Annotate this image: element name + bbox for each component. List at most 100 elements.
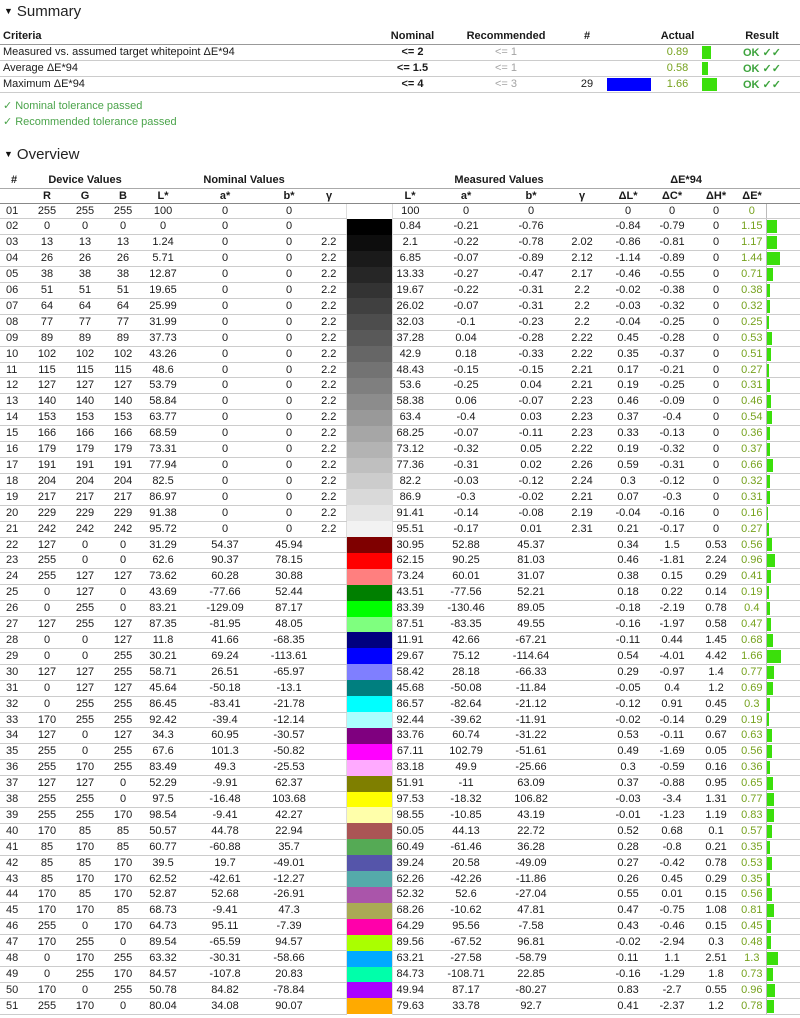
cell-measured-b: 43.19 [504,807,559,824]
cell-delta-e: 0.54 [738,409,767,427]
cell-b: 0 [104,775,143,793]
color-swatch [345,393,393,410]
cell-r: 0 [28,648,66,665]
cell-nominal-l: 58.71 [142,664,185,681]
collapse-triangle-icon: ▼ [4,149,13,159]
cell-measured-l: 83.39 [392,600,429,618]
cell-nominal-l: 31.99 [142,314,185,331]
column-header: γ [558,188,607,204]
cell-index: 15 [0,425,28,443]
cell-g: 255 [66,600,104,618]
cell-measured-gamma [558,680,607,697]
cell-r: 77 [28,314,66,331]
cell-nominal-gamma [312,902,347,920]
cell-delta-c: -2.19 [650,600,695,618]
delta-e-bar-cell [765,584,800,602]
delta-e-bar [767,347,771,361]
summary-section-toggle[interactable]: ▼ Summary [0,3,81,20]
color-swatch [345,759,393,776]
delta-e-bar-cell [765,521,800,538]
color-swatch [345,409,393,426]
cell-nominal-a: 0 [184,441,267,458]
cell-g: 0 [66,982,104,999]
cell-measured-gamma: 2.22 [558,441,607,458]
cell-nominal-l: 37.73 [142,330,185,347]
result-bar [702,61,708,75]
cell-measured-a: -0.07 [428,250,505,268]
overview-section-toggle[interactable]: ▼ Overview [0,146,79,163]
cell-delta-h: 0 [694,298,739,315]
cell-measured-gamma: 2.31 [558,521,607,538]
cell-measured-l: 19.67 [392,282,429,299]
cell-r: 89 [28,330,66,347]
table-row: 15 166 166 166 68.59 0 0 2.2 68.25 -0.07 -0.11 2.23… [0,425,800,443]
cell-g: 255 [66,966,104,983]
summary-header-count: # [572,28,602,45]
cell-nominal-gamma: 2.2 [312,521,347,538]
cell-b: 140 [104,393,143,411]
delta-e-bar-cell [765,727,800,745]
cell-nominal-b: -50.82 [266,743,313,761]
cell-measured-gamma [558,743,607,761]
cell-measured-l: 86.57 [392,696,429,713]
table-row: 01 255 255 255 100 0 0 100 0 0 0 0 0 0 [0,203,800,220]
cell-b: 89 [104,330,143,347]
cell-r: 166 [28,425,66,443]
cell-nominal-b: 0 [266,489,313,506]
cell-nominal-l: 73.62 [142,568,185,586]
cell-nominal-gamma [312,203,347,220]
cell-nominal-b: 0 [266,282,313,299]
cell-nominal-b: -65.97 [266,664,313,681]
collapse-triangle-icon: ▼ [4,6,13,16]
check-icon: ✓ [3,100,13,112]
cell-nominal-b: 0 [266,409,313,427]
cell-nominal-b: 42.27 [266,807,313,824]
summary-actual-value: 0.58 [655,60,700,77]
cell-nominal-l: 67.6 [142,743,185,761]
cell-nominal-gamma: 2.2 [312,393,347,411]
cell-measured-a: -0.17 [428,521,505,538]
delta-e-bar [767,904,774,918]
cell-measured-gamma: 2.22 [558,346,607,363]
cell-delta-c: -0.38 [650,282,695,299]
table-row: 19 217 217 217 86.97 0 0 2.2 86.9 -0.3 -0.02 2.21 0.… [0,489,800,506]
cell-nominal-gamma: 2.2 [312,250,347,268]
cell-delta-l: -0.04 [606,505,651,522]
cell-measured-l: 43.51 [392,584,429,602]
cell-measured-a: -61.46 [428,839,505,856]
cell-delta-l: 0.55 [606,886,651,904]
cell-delta-l: 0.41 [606,998,651,1015]
cell-b: 115 [104,362,143,379]
cell-delta-c: -0.42 [650,855,695,872]
cell-nominal-a: 0 [184,346,267,363]
cell-measured-l: 100 [392,203,429,220]
cell-delta-e: 0.37 [738,441,767,458]
cell-r: 13 [28,234,66,252]
cell-nominal-l: 50.57 [142,823,185,840]
cell-delta-l: -0.84 [606,218,651,236]
table-row: 23 255 0 0 62.6 90.37 78.15 62.15 90.25 81.03 0.46… [0,552,800,570]
cell-index: 18 [0,473,28,490]
cell-delta-h: 0 [694,362,739,379]
table-row: 09 89 89 89 37.73 0 0 2.2 37.28 0.04 -0.28 2.22 0.45… [0,330,800,347]
cell-delta-e: 0.68 [738,632,767,649]
table-row: 24 255 127 127 73.62 60.28 30.88 73.24 60.01 31.0… [0,568,800,586]
cell-measured-l: 83.18 [392,759,429,777]
cell-nominal-gamma [312,568,347,586]
cell-g: 13 [66,234,104,252]
cell-nominal-gamma [312,616,347,633]
cell-delta-e: 0.36 [738,425,767,443]
color-swatch [345,266,393,283]
delta-e-bar-cell [765,314,800,331]
cell-g: 170 [66,759,104,777]
cell-g: 0 [66,648,104,665]
cell-delta-e: 1.66 [738,648,767,665]
cell-measured-a: -0.4 [428,409,505,427]
cell-delta-l: -0.04 [606,314,651,331]
cell-delta-h: 0.21 [694,839,739,856]
cell-measured-b: -0.31 [504,298,559,315]
cell-delta-l: 0.35 [606,346,651,363]
cell-measured-a: -0.31 [428,457,505,474]
cell-measured-a: 102.79 [428,743,505,761]
cell-delta-l: 0.53 [606,727,651,745]
